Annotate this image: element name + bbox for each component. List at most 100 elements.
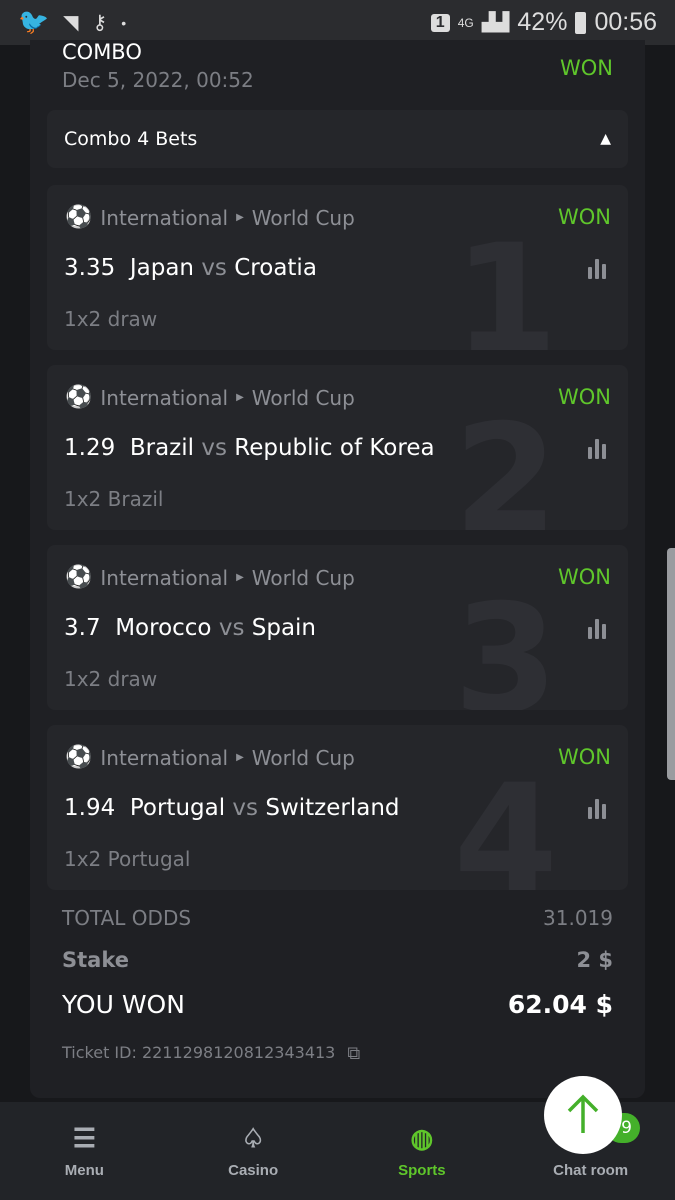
bet-match: 3.7 Morocco vs Spain — [64, 615, 316, 641]
league-name: International — [100, 385, 229, 410]
soccer-ball-icon: ⚽ — [65, 565, 93, 590]
stats-icon[interactable] — [588, 439, 606, 459]
sim-icon: 1 — [430, 13, 450, 32]
tournament-name: World Cup — [251, 385, 355, 410]
bet-status: WON — [557, 565, 611, 589]
home-team: Japan — [129, 255, 194, 281]
bet-odds: 1.94 — [64, 795, 116, 821]
ticket-date: Dec 5, 2022, 00:52 — [62, 68, 254, 92]
menu-icon: ☰ — [72, 1123, 97, 1153]
bet-card: 2 ⚽ International ▶ World Cup WON 1.29 Braz… — [47, 365, 628, 530]
bet-status: WON — [557, 205, 611, 229]
caret-up-icon: ▲ — [600, 131, 611, 147]
bet-number: 2 — [453, 393, 558, 530]
league-name: International — [100, 565, 229, 590]
bet-status: WON — [557, 385, 611, 409]
tournament-name: World Cup — [251, 205, 355, 230]
home-team: Portugal — [129, 795, 226, 821]
league-name: International — [100, 745, 229, 770]
network-type: 4G — [457, 15, 474, 30]
nav-label: Sports — [398, 1162, 446, 1179]
scroll-top-button[interactable] — [544, 1076, 622, 1154]
bet-pick: 1x2 Portugal — [64, 847, 191, 871]
away-team: Republic of Korea — [234, 435, 435, 461]
vs-label: vs — [232, 795, 259, 821]
dot-icon: • — [121, 14, 127, 31]
basketball-icon: ◍ — [410, 1123, 434, 1153]
bet-match: 1.94 Portugal vs Switzerland — [64, 795, 400, 821]
tournament-name: World Cup — [251, 745, 355, 770]
nav-chat-room[interactable]: Chat room — [506, 1102, 675, 1200]
soccer-ball-icon: ⚽ — [65, 205, 93, 230]
bet-pick: 1x2 draw — [64, 667, 158, 691]
caret-right-icon: ▶ — [236, 752, 244, 763]
battery-icon — [575, 11, 587, 34]
soccer-ball-icon: ⚽ — [65, 385, 93, 410]
ticket-status: WON — [559, 56, 613, 80]
away-team: Spain — [251, 615, 317, 641]
bet-status: WON — [557, 745, 611, 769]
bet-number: 4 — [453, 753, 558, 890]
key-icon: ⚷ — [92, 12, 108, 34]
battery-percent: 42% — [517, 8, 568, 36]
tournament-name: World Cup — [251, 565, 355, 590]
bet-match: 1.29 Brazil vs Republic of Korea — [64, 435, 435, 461]
won-row: YOU WON 62.04 $ — [62, 990, 613, 1019]
scrollbar[interactable] — [667, 548, 675, 780]
ticket-id-row: Ticket ID: 2211298120812343413 ⧉ — [62, 1043, 613, 1064]
clock: 00:56 — [594, 8, 657, 36]
caret-right-icon: ▶ — [236, 392, 244, 403]
stake-row: Stake 2 $ — [62, 948, 613, 972]
nav-casino[interactable]: ♤ Casino — [169, 1102, 338, 1200]
bet-pick: 1x2 draw — [64, 307, 158, 331]
won-amount: 62.04 $ — [507, 990, 613, 1019]
stats-icon[interactable] — [588, 259, 606, 279]
stats-icon[interactable] — [588, 619, 606, 639]
total-odds-value: 31.019 — [543, 906, 613, 930]
nav-menu[interactable]: ☰ Menu — [0, 1102, 169, 1200]
soccer-ball-icon: ⚽ — [65, 745, 93, 770]
combo-label: Combo 4 Bets — [64, 128, 198, 150]
bet-league: ⚽ International ▶ World Cup — [65, 745, 355, 770]
caret-right-icon: ▶ — [236, 212, 244, 223]
stats-icon[interactable] — [588, 799, 606, 819]
copy-icon[interactable]: ⧉ — [347, 1043, 361, 1064]
total-odds-row: TOTAL ODDS 31.019 — [62, 906, 613, 930]
bet-match: 3.35 Japan vs Croatia — [64, 255, 317, 281]
nav-label: Casino — [228, 1162, 279, 1179]
bet-league: ⚽ International ▶ World Cup — [65, 205, 355, 230]
stake-value: 2 $ — [576, 948, 613, 972]
stake-label: Stake — [62, 948, 129, 972]
vs-label: vs — [201, 255, 227, 281]
total-odds-label: TOTAL ODDS — [62, 906, 192, 930]
bet-odds: 3.35 — [64, 255, 116, 281]
combo-toggle[interactable]: Combo 4 Bets ▲ — [47, 110, 628, 168]
bet-league: ⚽ International ▶ World Cup — [65, 385, 355, 410]
nav-sports[interactable]: ◍ Sports — [338, 1102, 507, 1200]
nav-label: Menu — [64, 1162, 104, 1179]
nav-label: Chat room — [553, 1162, 629, 1179]
vs-label: vs — [201, 435, 227, 461]
cards-icon: ♤ — [241, 1123, 265, 1153]
rss-icon: ◥ — [63, 12, 79, 34]
vs-label: vs — [218, 615, 245, 641]
away-team: Switzerland — [265, 795, 400, 821]
bet-card: 3 ⚽ International ▶ World Cup WON 3.7 Moroc… — [47, 545, 628, 710]
status-bar: 🐦 ◥ ⚷ • 1 4G ▟▟ 42% 00:56 — [0, 0, 675, 45]
bet-card: 4 ⚽ International ▶ World Cup WON 1.94 Port… — [47, 725, 628, 890]
home-team: Brazil — [129, 435, 195, 461]
bet-number: 3 — [453, 573, 558, 710]
away-team: Croatia — [234, 255, 317, 281]
bet-card: 1 ⚽ International ▶ World Cup WON 3.35 Japa… — [47, 185, 628, 350]
league-name: International — [100, 205, 229, 230]
arrow-up-icon — [567, 1094, 599, 1133]
bet-number: 1 — [453, 213, 558, 350]
won-label: YOU WON — [62, 990, 185, 1019]
home-team: Morocco — [115, 615, 212, 641]
ticket-id: Ticket ID: 2211298120812343413 — [62, 1043, 336, 1062]
ticket-type: COMBO — [62, 40, 142, 64]
bet-odds: 1.29 — [64, 435, 116, 461]
bet-league: ⚽ International ▶ World Cup — [65, 565, 355, 590]
bet-odds: 3.7 — [64, 615, 101, 641]
signal-icon: ▟▟ — [481, 12, 510, 32]
